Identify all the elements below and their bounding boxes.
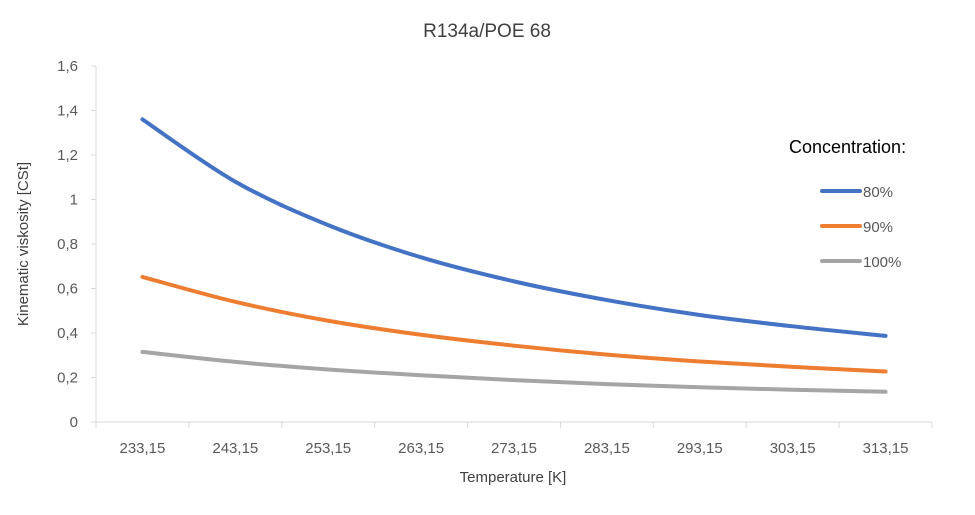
chart-title: R134a/POE 68 (423, 21, 551, 42)
x-tick-label: 303,15 (770, 440, 816, 457)
y-tick-label: 0 (70, 414, 78, 431)
y-tick-label: 0,2 (57, 370, 78, 387)
y-tick-label: 1,2 (57, 147, 78, 164)
x-tick-label: 243,15 (212, 440, 258, 457)
y-axis-label: Kinematic viskosity [CSt] (15, 162, 32, 326)
legend-label-0: 80% (863, 184, 893, 201)
y-tick-label: 1 (70, 192, 78, 209)
y-tick-label: 0,6 (57, 281, 78, 298)
x-tick-label: 253,15 (305, 440, 351, 457)
y-tick-label: 1,4 (57, 103, 78, 120)
legend: Concentration: 80% 90% 100% (789, 137, 906, 271)
legend-label-1: 90% (863, 219, 893, 236)
x-tick-label: 233,15 (119, 440, 165, 457)
legend-title: Concentration: (789, 137, 906, 157)
series-lines (140, 117, 888, 394)
y-tick-label: 1,6 (57, 58, 78, 75)
x-tick-label: 283,15 (584, 440, 630, 457)
legend-label-2: 100% (863, 254, 901, 271)
x-tick-label: 263,15 (398, 440, 444, 457)
x-axis-label: Temperature [K] (460, 469, 567, 486)
series-line-1 (140, 274, 888, 374)
y-axis: 0 0,2 0,4 0,6 0,8 1 1,2 1,4 1,6 (57, 58, 97, 431)
x-tick-label: 313,15 (863, 440, 909, 457)
x-tick-label: 273,15 (491, 440, 537, 457)
y-tick-label: 0,4 (57, 325, 78, 342)
x-tick-label: 293,15 (677, 440, 723, 457)
y-tick-label: 0,8 (57, 236, 78, 253)
series-line-0 (140, 117, 888, 338)
x-axis: 233,15 243,15 253,15 263,15 273,15 283,15 293,… (95, 421, 933, 457)
series-line-2 (140, 349, 888, 394)
